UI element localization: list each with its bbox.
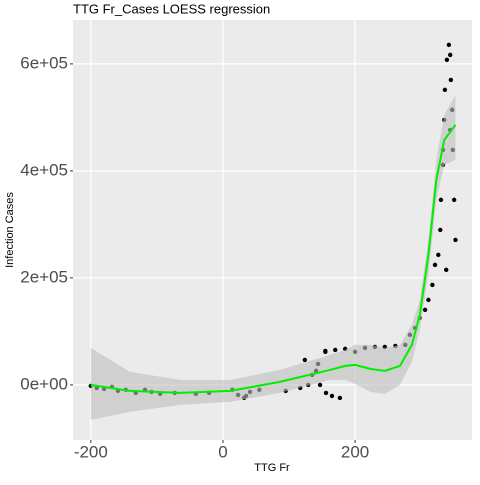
point bbox=[422, 307, 428, 313]
point bbox=[323, 348, 328, 354]
point bbox=[426, 297, 431, 303]
x-tick-label: -200 bbox=[74, 442, 108, 461]
y-tick-label: 0e+00 bbox=[20, 374, 68, 393]
point bbox=[448, 77, 454, 83]
x-tick-label: 0 bbox=[218, 442, 227, 461]
point bbox=[333, 347, 338, 353]
point bbox=[337, 395, 343, 401]
y-axis-label: Infection Cases bbox=[4, 192, 16, 268]
y-tick-label: 2e+05 bbox=[20, 267, 68, 286]
point bbox=[453, 237, 458, 243]
point bbox=[317, 382, 323, 388]
point bbox=[438, 197, 444, 203]
point bbox=[430, 282, 435, 288]
point bbox=[446, 42, 452, 48]
point bbox=[444, 267, 449, 273]
point bbox=[302, 357, 308, 363]
loess-line bbox=[90, 124, 457, 394]
point bbox=[451, 197, 457, 203]
x-tick-label: 200 bbox=[341, 442, 369, 461]
point bbox=[323, 390, 329, 396]
point bbox=[436, 252, 441, 258]
point bbox=[448, 52, 453, 58]
point bbox=[442, 87, 448, 93]
chart-title: TTG Fr_Cases LOESS regression bbox=[73, 1, 270, 16]
y-tick-label: 4e+05 bbox=[20, 160, 68, 179]
y-tick-label: 6e+05 bbox=[20, 53, 68, 72]
x-axis-label: TTG Fr bbox=[254, 462, 290, 474]
confidence-band bbox=[90, 94, 456, 420]
point bbox=[329, 393, 335, 399]
point bbox=[432, 262, 438, 268]
point bbox=[444, 57, 450, 63]
point bbox=[438, 227, 443, 233]
